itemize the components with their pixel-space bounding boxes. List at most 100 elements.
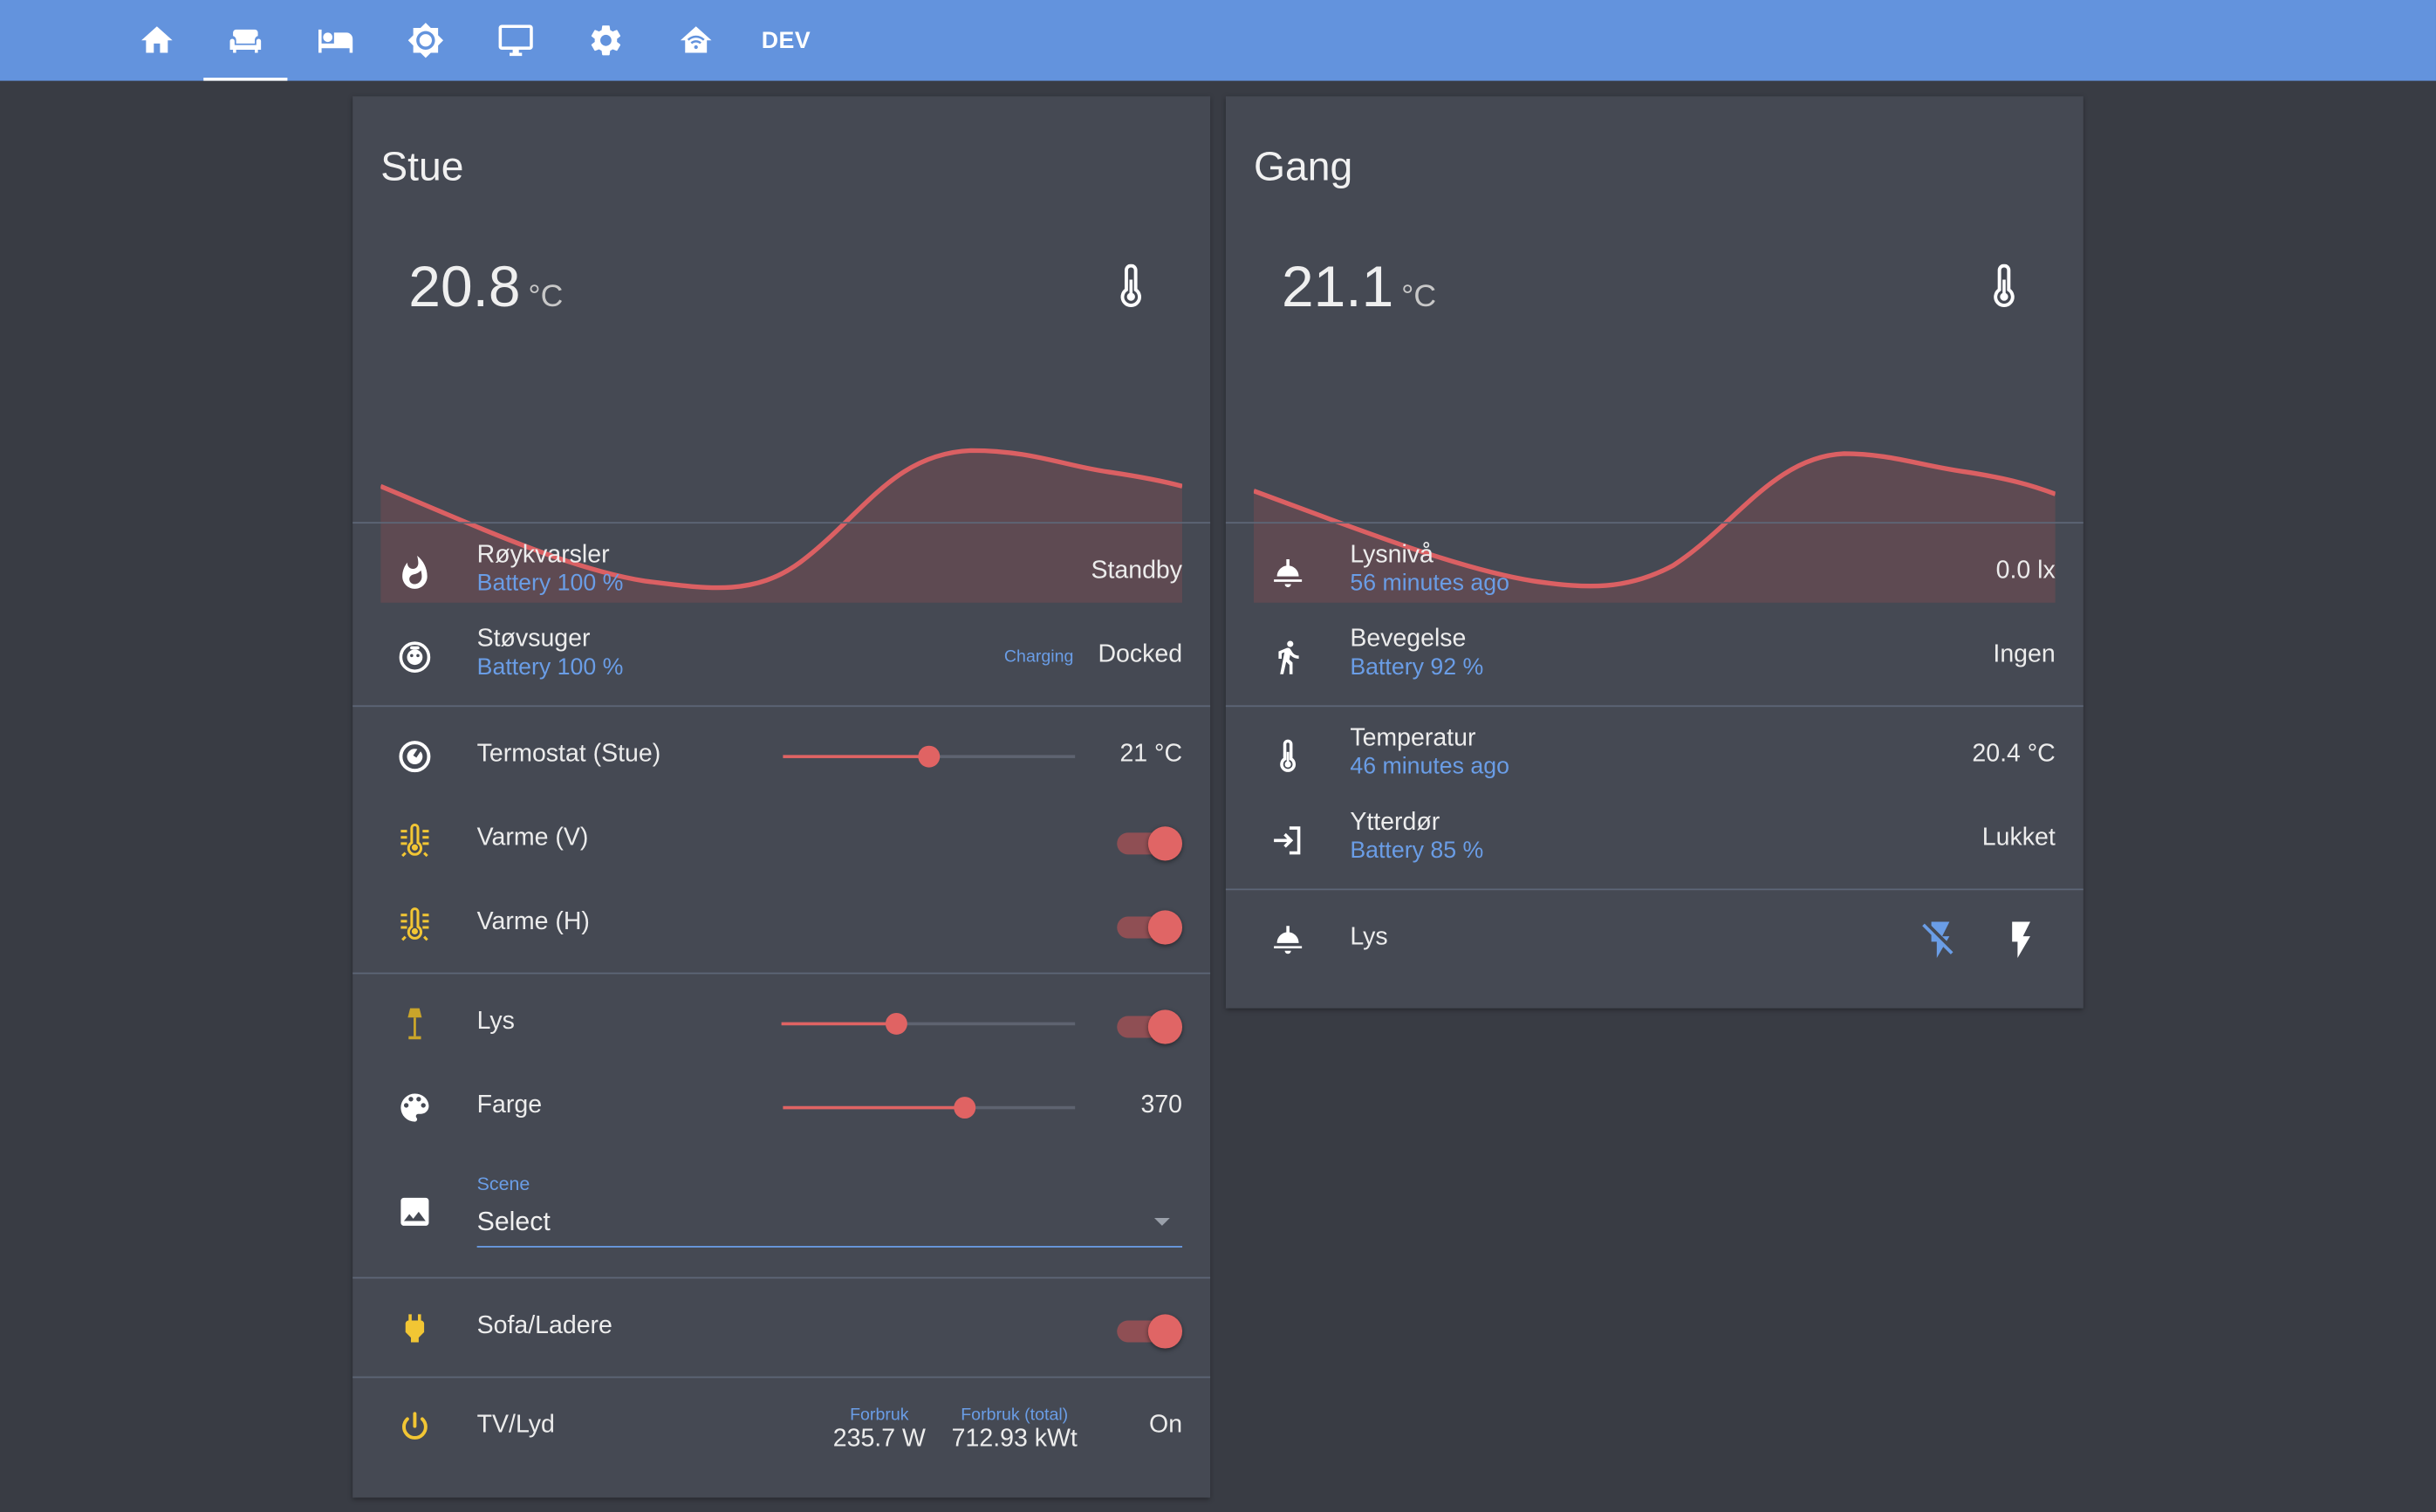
row-secondary: Battery 100 % — [476, 653, 624, 681]
ceiling-light-icon — [1269, 921, 1307, 959]
tab-home[interactable] — [113, 0, 201, 81]
row-name: Sofa/Ladere — [476, 1312, 612, 1339]
scene-select-value: Select — [476, 1207, 551, 1237]
color-temperature-slider[interactable] — [783, 1097, 1076, 1119]
row-value: 21 °C — [1119, 741, 1183, 768]
gang-card: Gang 21.1 °C Lysnivå 56 minutes ago 0.0 l… — [1225, 96, 2084, 1009]
temperature-history-graph — [380, 448, 1183, 603]
light-toggle[interactable] — [1117, 1009, 1183, 1044]
row-smoke-detector[interactable]: Røykvarsler Battery 100 % Standby — [352, 535, 1210, 612]
row-name: Varme (V) — [476, 824, 589, 852]
ceiling-light-icon — [1269, 555, 1307, 592]
row-tv-sound[interactable]: TV/Lyd Forbruk 235.7 W Forbruk (total) 7… — [352, 1389, 1210, 1467]
heater-icon — [396, 822, 434, 859]
row-value: 20.4 °C — [1972, 741, 2056, 768]
tab-living-room[interactable] — [202, 0, 289, 81]
temperature-value: 20.8 °C — [408, 255, 564, 319]
image-icon — [396, 1194, 434, 1231]
row-heater-v[interactable]: Varme (V) — [352, 802, 1210, 879]
power-plug-icon — [396, 1310, 434, 1347]
row-scene[interactable]: Scene Select — [352, 1168, 1210, 1262]
row-motion[interactable]: Bevegelse Battery 92 % Ingen — [1226, 619, 2084, 696]
scene-label: Scene — [476, 1173, 530, 1195]
card-title: Stue — [380, 142, 464, 190]
chevron-down-icon — [1153, 1217, 1170, 1226]
slider-knob[interactable] — [953, 1097, 975, 1119]
tab-bedroom[interactable] — [292, 0, 380, 81]
palette-icon — [396, 1089, 434, 1126]
row-name: Røykvarsler — [476, 542, 610, 569]
card-title: Gang — [1253, 142, 1353, 190]
row-secondary: Battery 85 % — [1350, 837, 1484, 865]
thermostat-slider[interactable] — [783, 745, 1076, 768]
home-icon — [141, 26, 173, 53]
row-vacuum[interactable]: Støvsuger Battery 100 % Charging Docked — [352, 619, 1210, 696]
sofa-chargers-toggle[interactable] — [1117, 1314, 1183, 1349]
divider — [352, 1376, 1211, 1379]
row-value: 0.0 lx — [1995, 558, 2056, 585]
row-front-door[interactable]: Ytterdør Battery 85 % Lukket — [1226, 802, 2084, 879]
divider — [352, 705, 1211, 708]
row-value: Lukket — [1981, 824, 2056, 852]
power-icon — [396, 1409, 434, 1447]
row-temperature[interactable]: Temperatur 46 minutes ago 20.4 °C — [1226, 718, 2084, 796]
row-name: Lys — [1350, 924, 1388, 951]
tab-settings[interactable] — [563, 0, 650, 81]
total-consumption-attribute: Forbruk (total) 712.93 kWt — [951, 1406, 1078, 1453]
row-color[interactable]: Farge 370 — [352, 1069, 1210, 1146]
temperature-value: 21.1 °C — [1281, 255, 1437, 319]
brightness-slider[interactable] — [781, 1012, 1076, 1035]
robot-vacuum-icon — [396, 639, 434, 676]
row-value: Docked — [1098, 641, 1183, 668]
row-name: Lysnivå — [1350, 542, 1434, 569]
row-secondary: Battery 92 % — [1350, 653, 1484, 681]
row-name: Temperatur — [1350, 725, 1476, 752]
heater-icon — [396, 906, 434, 943]
thermometer-icon — [1994, 263, 2015, 308]
row-name: Varme (H) — [476, 908, 590, 935]
tab-lights[interactable] — [382, 0, 469, 81]
thermometer-icon — [1120, 263, 1142, 308]
temperature-history-graph — [1253, 451, 2056, 603]
row-light[interactable]: Lys — [352, 985, 1210, 1063]
bed-icon — [318, 29, 353, 53]
scene-select[interactable]: Select — [476, 1196, 1183, 1248]
flash-off-icon — [1922, 921, 1954, 959]
row-light-level[interactable]: Lysnivå 56 minutes ago 0.0 lx — [1226, 535, 2084, 612]
flash-off-button[interactable] — [1919, 918, 1962, 961]
row-secondary: 46 minutes ago — [1350, 753, 1509, 780]
tab-network[interactable] — [653, 0, 740, 81]
row-name: Ytterdør — [1350, 809, 1440, 836]
tab-dev[interactable]: DEV — [742, 0, 830, 81]
monitor-icon — [498, 24, 533, 57]
heater-h-toggle[interactable] — [1117, 910, 1183, 945]
home-wifi-icon — [680, 26, 712, 53]
door-enter-icon — [1269, 822, 1307, 859]
heater-v-toggle[interactable] — [1117, 826, 1183, 861]
slider-knob[interactable] — [918, 745, 941, 768]
thermostat-icon — [396, 738, 434, 776]
fire-icon — [396, 555, 434, 592]
row-name: TV/Lyd — [476, 1412, 555, 1439]
flash-on-button[interactable] — [2000, 918, 2043, 961]
row-secondary: Battery 100 % — [476, 570, 624, 597]
row-hall-light[interactable]: Lys — [1226, 901, 2084, 979]
sofa-icon — [229, 29, 262, 53]
row-value: On — [1149, 1412, 1183, 1439]
row-secondary: 56 minutes ago — [1350, 570, 1509, 597]
row-thermostat[interactable]: Termostat (Stue) 21 °C — [352, 718, 1210, 796]
tab-media[interactable] — [472, 0, 559, 81]
flash-icon — [2012, 921, 2030, 959]
row-sofa-chargers[interactable]: Sofa/Ladere — [352, 1290, 1210, 1367]
divider — [352, 1276, 1211, 1279]
row-heater-h[interactable]: Varme (H) — [352, 886, 1210, 963]
row-value: Standby — [1091, 558, 1183, 585]
thermometer-icon — [1269, 738, 1307, 776]
divider — [1225, 705, 2084, 708]
slider-knob[interactable] — [885, 1012, 907, 1035]
row-name: Bevegelse — [1350, 626, 1467, 653]
row-name: Støvsuger — [476, 626, 591, 653]
top-navigation-bar: DEV — [0, 0, 2436, 81]
row-name: Termostat (Stue) — [476, 741, 661, 768]
divider — [1225, 522, 2084, 524]
